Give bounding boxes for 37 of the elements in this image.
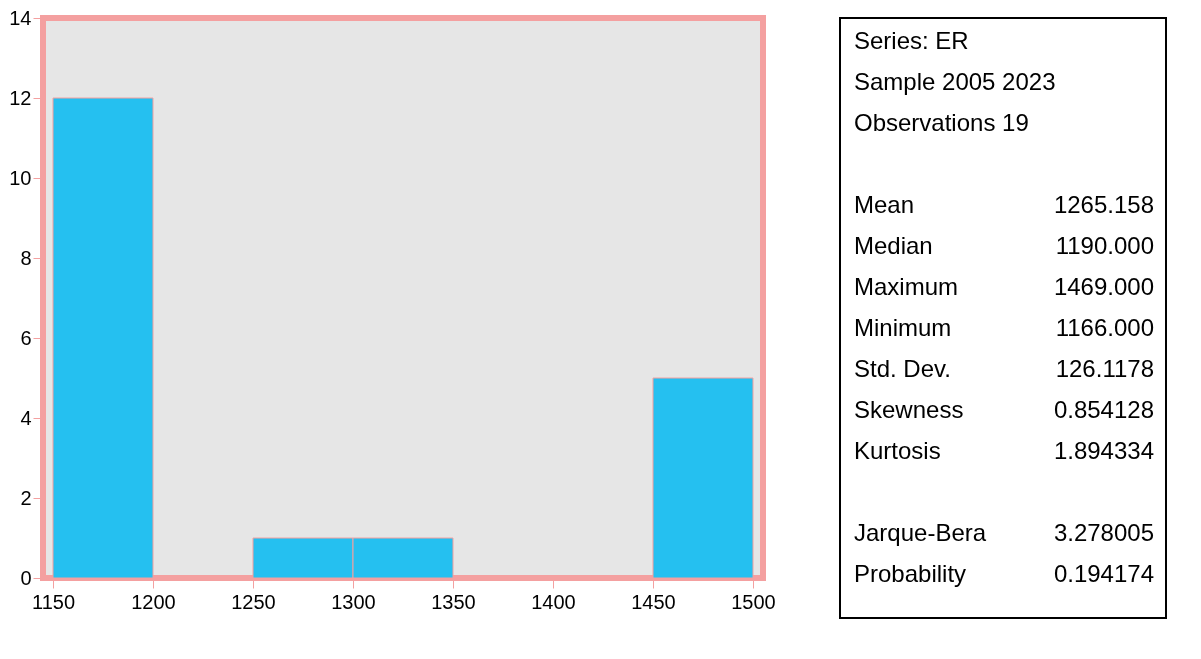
text: Sample 2005 2023: [854, 68, 1056, 95]
x-tick-label: 1250: [231, 590, 276, 613]
text: 0.194174: [1053, 560, 1154, 587]
y-tick-label: 12: [9, 86, 32, 109]
text: Minimum: [854, 314, 952, 341]
text: 1265.158: [1053, 191, 1154, 218]
text: Observations 19: [854, 109, 1029, 136]
text: Skewness: [854, 396, 964, 423]
text: 126.1178: [1055, 355, 1154, 382]
x-tick-label: 1150: [31, 590, 76, 613]
text: 1166.000: [1055, 314, 1154, 341]
text: Std. Dev.: [854, 355, 951, 382]
x-tick-label: 1350: [431, 590, 476, 613]
text: 1190.000: [1055, 232, 1154, 259]
x-tick-label: 1300: [331, 590, 376, 613]
y-tick-label: 6: [20, 326, 32, 349]
text: 0.854128: [1053, 396, 1154, 423]
x-tick-label: 1200: [131, 590, 176, 613]
text: Maximum: [854, 273, 959, 300]
text: Series: ER: [854, 27, 969, 54]
text: Mean: [854, 191, 915, 218]
text: Median: [854, 232, 933, 259]
x-tick-label: 1450: [631, 590, 676, 613]
x-tick-label: 1400: [531, 590, 576, 613]
y-tick-label: 10: [9, 166, 32, 189]
x-tick-label: 1500: [731, 590, 776, 613]
text: Jarque-Bera: [854, 519, 987, 546]
text: 3.278005: [1053, 519, 1154, 546]
text: 1469.000: [1053, 273, 1154, 300]
y-tick-label: 4: [20, 406, 32, 429]
y-tick-label: 0: [20, 566, 32, 589]
y-tick-label: 8: [20, 246, 32, 269]
text: Probability: [854, 560, 967, 587]
y-tick-label: 2: [20, 486, 32, 509]
text: 1.894334: [1053, 437, 1154, 464]
text: Kurtosis: [854, 437, 941, 464]
y-tick-label: 14: [9, 6, 32, 29]
